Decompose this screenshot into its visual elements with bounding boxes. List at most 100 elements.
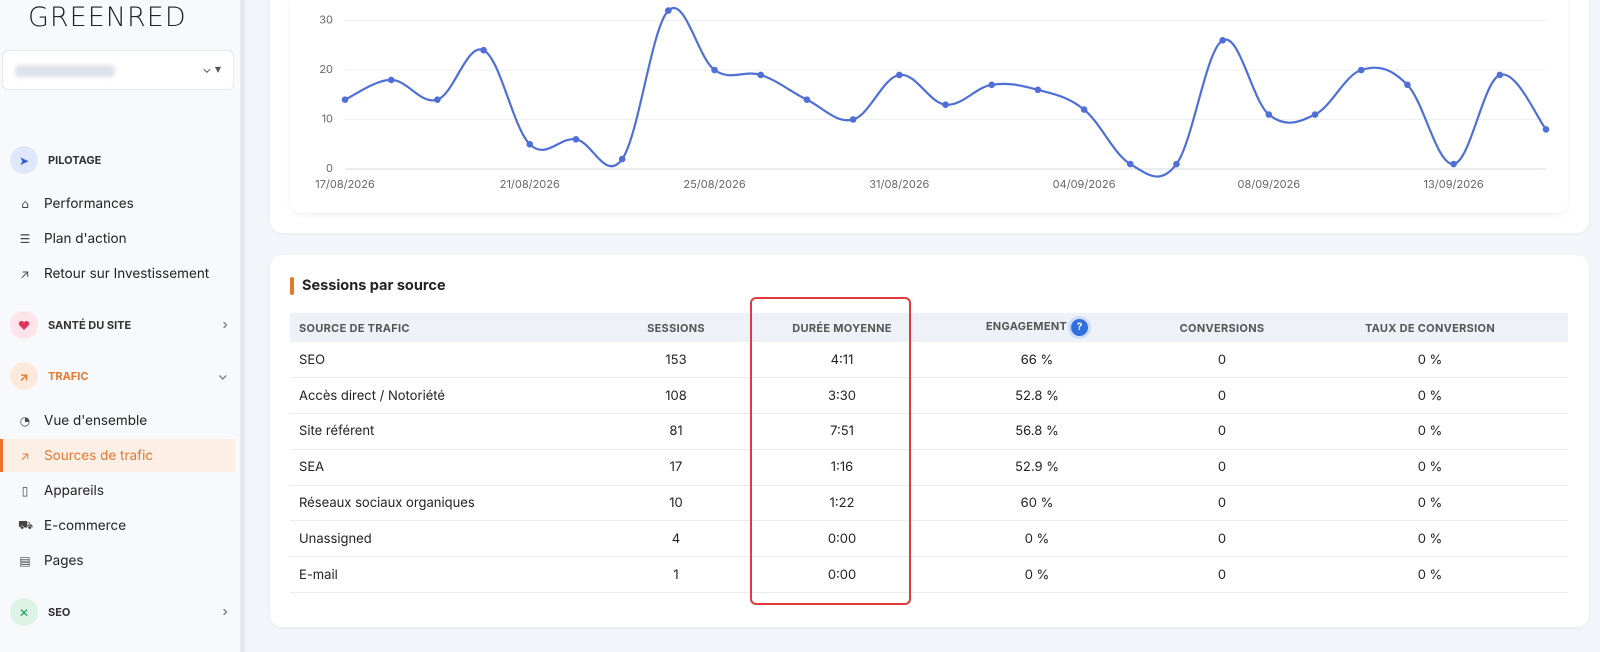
table-cell: SEO	[290, 342, 590, 379]
data-point	[1126, 160, 1134, 168]
data-point	[1265, 111, 1273, 118]
table-title: Sessions par source	[302, 277, 446, 294]
header-label: SOURCE DE TRAFIC	[299, 320, 410, 335]
table-cell: 4:11	[762, 342, 922, 379]
table-cell: Accès direct / Notoriété	[290, 377, 590, 415]
data-point	[526, 140, 534, 148]
nav-icon: ⌂	[21, 196, 29, 211]
nav-item[interactable]: ⌂ Performances	[0, 187, 235, 220]
table-cell: 0	[1152, 413, 1292, 450]
nav-icon: ↗	[20, 448, 30, 463]
data-point	[1357, 66, 1365, 74]
table-cell: 66 %	[922, 342, 1152, 379]
nav-label: Appareils	[44, 482, 104, 499]
section-arrow: ›	[222, 317, 228, 333]
table-cell: 0:00	[762, 520, 922, 558]
nav-item[interactable]: ↗ Sources de trafic	[0, 439, 235, 472]
nav-label: E-commerce	[44, 517, 127, 534]
section-icon: ➤	[10, 146, 38, 174]
data-point	[849, 116, 857, 123]
table-cell: 17	[590, 449, 762, 486]
section-label: TRAFIC	[48, 369, 89, 383]
data-point	[1404, 81, 1411, 89]
sessions-table: SOURCE DE TRAFIC SESSIONS DURÉE MOYENNE ENG…	[290, 313, 1568, 594]
y-tick-label: 10	[322, 112, 333, 126]
data-point	[757, 71, 765, 79]
x-tick-label: 08/09/2026	[1238, 177, 1301, 191]
table-cell: 1	[590, 556, 762, 594]
nav-label: Performances	[44, 195, 134, 212]
table-cell: 0 %	[922, 556, 1152, 594]
table-row: SEO 153 4:11 66 % 0 0 %	[290, 342, 1568, 379]
data-point	[665, 7, 672, 14]
site-selector[interactable]: ⌄ ▾	[2, 50, 234, 90]
table-cell: 0	[1152, 342, 1292, 379]
help-icon[interactable]: ?	[1071, 319, 1089, 336]
table-cell: 3:30	[762, 377, 922, 415]
x-tick-label: 25/08/2026	[683, 177, 745, 191]
column-header: DURÉE MOYENNE	[762, 313, 922, 342]
x-tick-label: 04/09/2026	[1053, 177, 1116, 191]
data-point	[1450, 160, 1457, 168]
data-point	[711, 66, 718, 74]
header-label: ENGAGEMENT	[985, 319, 1068, 333]
nav-item[interactable]: ⛟ E-commerce	[0, 509, 235, 542]
nav-section[interactable]: ↗ TRAFIC ⌄	[10, 362, 228, 390]
logo[interactable]: GREENRED	[28, 2, 187, 33]
x-tick-label: 17/08/2026	[315, 177, 375, 191]
table-cell: SEA	[290, 449, 590, 486]
table-cell: 0	[1152, 556, 1292, 594]
table-row: Unassigned 4 0:00 0 % 0 0 %	[290, 520, 1568, 558]
table-cell: 0 %	[1292, 449, 1568, 486]
table-row: E-mail 1 0:00 0 % 0 0 %	[290, 556, 1568, 594]
data-point	[896, 71, 903, 79]
table-cell: 1:22	[762, 485, 922, 522]
section-label: PILOTAGE	[48, 153, 102, 167]
nav-section[interactable]: ♥ SANTÉ DU SITE ›	[10, 311, 228, 339]
nav-item[interactable]: ◔ Vue d'ensemble	[0, 404, 235, 437]
nav-item[interactable]: ▤ Pages	[0, 544, 235, 577]
nav-icon: ☰	[19, 231, 31, 246]
table-cell: 0 %	[1292, 342, 1568, 379]
nav-item[interactable]: ↗ Retour sur Investissement	[0, 257, 235, 290]
table-cell: 0	[1152, 449, 1292, 486]
x-tick-label: 21/08/2026	[500, 177, 560, 191]
blurred-site	[15, 65, 115, 77]
section-icon: ♥	[10, 311, 38, 339]
column-header: CONVERSIONS	[1152, 313, 1292, 342]
column-header: SOURCE DE TRAFIC	[290, 313, 590, 342]
data-point	[387, 76, 395, 84]
table-cell: 0	[1152, 485, 1292, 522]
table-cell: 0	[1152, 520, 1292, 558]
nav-label: Retour sur Investissement	[44, 265, 210, 282]
table-row: Site référent 81 7:51 56.8 % 0 0 %	[290, 413, 1568, 450]
data-point	[618, 155, 626, 163]
table-cell: 0 %	[1292, 485, 1568, 522]
column-header: SESSIONS	[590, 313, 762, 342]
nav-icon: ⛟	[18, 517, 34, 532]
nav-item[interactable]: ▯ Appareils	[0, 474, 235, 507]
header-label: TAUX DE CONVERSION	[1364, 320, 1496, 335]
table-row: SEA 17 1:16 52.9 % 0 0 %	[290, 449, 1568, 486]
data-point	[1219, 37, 1226, 44]
section-arrow: ›	[222, 604, 228, 620]
nav-icon: ▤	[19, 553, 31, 568]
data-point	[1496, 71, 1504, 79]
data-point	[434, 96, 441, 103]
table-cell: 0 %	[922, 520, 1152, 558]
table-cell: 0 %	[1292, 413, 1568, 450]
nav-section[interactable]: ✕ SEO ›	[10, 598, 228, 626]
table-cell: Unassigned	[290, 520, 590, 558]
table-cell: Réseaux sociaux organiques	[290, 485, 590, 522]
data-point	[803, 96, 811, 103]
nav-label: Vue d'ensemble	[44, 412, 148, 429]
table-cell: 153	[590, 342, 762, 379]
y-tick-label: 0	[326, 161, 333, 175]
section-label: SEO	[48, 605, 71, 619]
section-arrow: ⌄	[217, 368, 228, 384]
highlight-box	[750, 297, 911, 605]
nav-section[interactable]: ➤ PILOTAGE	[10, 146, 228, 174]
table-cell: 0 %	[1292, 556, 1568, 594]
nav-item[interactable]: ☰ Plan d'action	[0, 222, 235, 255]
data-point	[341, 96, 349, 103]
